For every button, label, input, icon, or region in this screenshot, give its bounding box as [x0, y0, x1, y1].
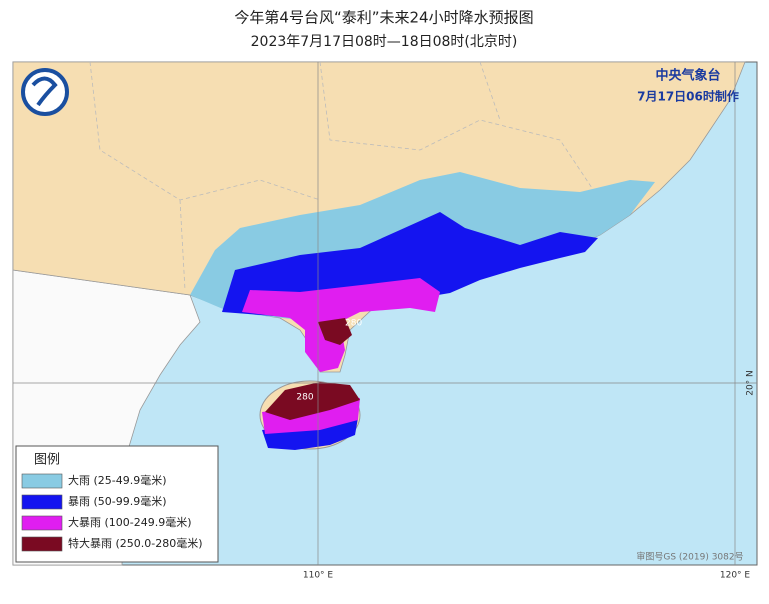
annotation: 280: [296, 393, 313, 403]
rain-heavy-storm-area: [242, 278, 440, 372]
lon-label: 110° E: [303, 571, 334, 581]
legend-label: 特大暴雨 (250.0-280毫米): [68, 536, 203, 550]
legend: 图例 大雨 (25-49.9毫米) 暴雨 (50-99.9毫米) 大暴雨 (100-…: [15, 445, 219, 563]
credit: 审图号GS (2019) 3082号: [636, 551, 743, 563]
legend-swatch: [21, 473, 63, 489]
legend-swatch: [21, 515, 63, 531]
issue-time: 7月17日06时制作: [637, 89, 739, 104]
legend-swatch: [21, 494, 63, 510]
lon-label: 120° E: [720, 571, 751, 581]
annotation: 280: [345, 319, 362, 329]
province-borders: [89, 61, 601, 291]
lat-label: 20° N: [746, 370, 756, 396]
legend-label: 暴雨 (50-99.9毫米): [68, 494, 167, 508]
legend-title: 图例: [34, 453, 60, 468]
logo-ring: [21, 68, 69, 116]
hainan-extreme: [265, 382, 360, 420]
logo-mark: [31, 76, 58, 107]
legend-label: 大暴雨 (100-249.9毫米): [68, 515, 192, 529]
rain-extreme-area: [318, 318, 352, 345]
legend-label: 大雨 (25-49.9毫米): [68, 473, 167, 487]
subtitle: 2023年7月17日08时—18日08时(北京时): [251, 34, 518, 50]
title: 今年第4号台风“泰利”未来24小时降水预报图: [234, 9, 533, 27]
legend-swatch: [21, 536, 63, 552]
logo: [21, 68, 69, 116]
agency-name: 中央气象台: [655, 68, 720, 84]
